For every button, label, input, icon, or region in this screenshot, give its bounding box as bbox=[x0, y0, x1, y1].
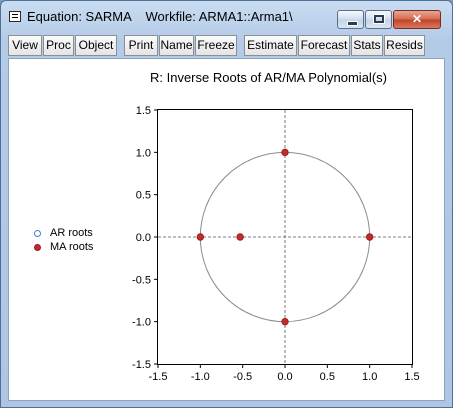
object-button[interactable]: Object bbox=[75, 35, 117, 56]
x-tick-label: 0.5 bbox=[320, 371, 335, 383]
legend-item-ma-roots: MA roots bbox=[31, 241, 93, 255]
y-tick-label: 0.5 bbox=[136, 190, 151, 202]
legend-label-ar-roots: AR roots bbox=[50, 227, 93, 239]
ma-root-point bbox=[281, 148, 289, 157]
window-menu-icon[interactable] bbox=[9, 11, 21, 22]
estimate-button[interactable]: Estimate bbox=[244, 35, 297, 56]
ma-root-point bbox=[196, 233, 205, 241]
x-tick-label: -0.5 bbox=[233, 371, 252, 383]
x-tick-label: -1.5 bbox=[149, 371, 168, 383]
stats-button[interactable]: Stats bbox=[351, 35, 383, 56]
freeze-button[interactable]: Freeze bbox=[195, 35, 237, 56]
title-bar[interactable]: Equation: SARMA Workfile: ARMA1::Arma1\ … bbox=[1, 1, 452, 33]
legend-item-ar-roots: AR roots bbox=[31, 227, 93, 241]
forecast-button[interactable]: Forecast bbox=[298, 35, 350, 56]
y-tick-label: -0.5 bbox=[132, 274, 151, 286]
close-icon: ✕ bbox=[411, 12, 423, 26]
x-tick-label: -1.0 bbox=[191, 371, 210, 383]
x-tick-label: 1.5 bbox=[404, 371, 419, 383]
name-button[interactable]: Name bbox=[159, 35, 194, 56]
print-button[interactable]: Print bbox=[124, 35, 158, 56]
y-tick-label: 0.0 bbox=[136, 232, 151, 244]
ma-roots-marker bbox=[34, 244, 41, 251]
proc-button[interactable]: Proc bbox=[43, 35, 74, 56]
ma-root-point bbox=[281, 317, 289, 326]
minimize-button[interactable] bbox=[337, 10, 364, 29]
y-tick-label: -1.5 bbox=[132, 359, 151, 371]
chart-legend: AR roots MA roots bbox=[31, 227, 93, 255]
chart-title: R: Inverse Roots of AR/MA Polynomial(s) bbox=[150, 70, 387, 85]
graph-area: R: Inverse Roots of AR/MA Polynomial(s) … bbox=[8, 58, 445, 401]
view-button[interactable]: View bbox=[8, 35, 42, 56]
maximize-icon bbox=[373, 14, 385, 24]
x-tick-label: 1.0 bbox=[362, 371, 377, 383]
legend-label-ma-roots: MA roots bbox=[50, 241, 94, 253]
minimize-icon bbox=[347, 21, 358, 26]
roots-plot: -1.5 -1.0 -0.5 0.0 0.5 1.0 1.5 1.5 1.0 0.5 0.0 -0.5… bbox=[132, 105, 420, 383]
y-tick-label: -1.0 bbox=[132, 317, 151, 329]
ar-roots-marker bbox=[34, 230, 41, 237]
window-title: Equation: SARMA Workfile: ARMA1::Arma1\ bbox=[27, 9, 293, 24]
y-tick-label: 1.5 bbox=[136, 105, 151, 117]
ma-root-point bbox=[236, 233, 244, 241]
x-tick-label: 0.0 bbox=[277, 371, 292, 383]
ma-root-point bbox=[365, 233, 374, 241]
y-tick-label: 1.0 bbox=[136, 147, 151, 159]
close-button[interactable]: ✕ bbox=[393, 10, 441, 29]
maximize-button[interactable] bbox=[365, 10, 392, 29]
resids-button[interactable]: Resids bbox=[384, 35, 425, 56]
